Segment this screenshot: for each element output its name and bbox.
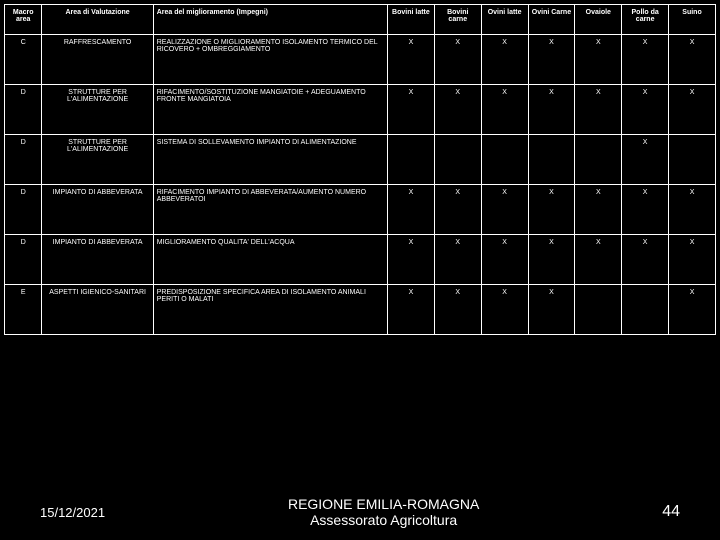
- footer-center: REGIONE EMILIA-ROMAGNA Assessorato Agric…: [105, 496, 662, 528]
- cell-mark: X: [622, 85, 669, 135]
- cell-mark: [481, 135, 528, 185]
- cell-mark: X: [388, 235, 435, 285]
- cell-mark: X: [388, 285, 435, 335]
- cell-mark: X: [669, 85, 716, 135]
- table-row: CRAFFRESCAMENTOREALIZZAZIONE O MIGLIORAM…: [5, 35, 716, 85]
- col-header-impegni: Area del miglioramento (Impegni): [153, 5, 387, 35]
- table-row: DIMPIANTO DI ABBEVERATARIFACIMENTO IMPIA…: [5, 185, 716, 235]
- cell-macro: D: [5, 85, 42, 135]
- cell-mark: X: [575, 85, 622, 135]
- cell-area: STRUTTURE PER L'ALIMENTAZIONE: [42, 135, 153, 185]
- cell-mark: X: [575, 35, 622, 85]
- cell-mark: [575, 285, 622, 335]
- cell-macro: D: [5, 185, 42, 235]
- col-header-ovini-latte: Ovini latte: [481, 5, 528, 35]
- cell-mark: X: [388, 85, 435, 135]
- cell-impegni: RIFACIMENTO IMPIANTO DI ABBEVERATA/AUMEN…: [153, 185, 387, 235]
- cell-mark: X: [528, 185, 575, 235]
- col-header-bovini-carne: Bovini carne: [434, 5, 481, 35]
- col-header-ovini-carne: Ovini Carne: [528, 5, 575, 35]
- cell-impegni: MIGLIORAMENTO QUALITA' DELL'ACQUA: [153, 235, 387, 285]
- cell-mark: X: [575, 185, 622, 235]
- cell-mark: X: [434, 285, 481, 335]
- cell-area: RAFFRESCAMENTO: [42, 35, 153, 85]
- cell-mark: X: [669, 185, 716, 235]
- cell-mark: X: [528, 285, 575, 335]
- cell-mark: X: [528, 35, 575, 85]
- cell-impegni: PREDISPOSIZIONE SPECIFICA AREA DI ISOLAM…: [153, 285, 387, 335]
- col-header-macro: Macro area: [5, 5, 42, 35]
- footer-region: REGIONE EMILIA-ROMAGNA: [288, 496, 479, 512]
- col-header-bovini-latte: Bovini latte: [388, 5, 435, 35]
- col-header-suino: Suino: [669, 5, 716, 35]
- cell-impegni: REALIZZAZIONE O MIGLIORAMENTO ISOLAMENTO…: [153, 35, 387, 85]
- cell-mark: [575, 135, 622, 185]
- cell-mark: X: [434, 85, 481, 135]
- table-row: DSTRUTTURE PER L'ALIMENTAZIONESISTEMA DI…: [5, 135, 716, 185]
- col-header-area: Area di Valutazione: [42, 5, 153, 35]
- cell-mark: X: [669, 235, 716, 285]
- cell-area: STRUTTURE PER L'ALIMENTAZIONE: [42, 85, 153, 135]
- cell-mark: [622, 285, 669, 335]
- cell-mark: X: [575, 235, 622, 285]
- cell-macro: C: [5, 35, 42, 85]
- cell-mark: X: [622, 185, 669, 235]
- cell-mark: X: [388, 185, 435, 235]
- cell-mark: X: [622, 235, 669, 285]
- cell-macro: D: [5, 135, 42, 185]
- footer-date: 15/12/2021: [40, 505, 105, 520]
- cell-mark: X: [528, 235, 575, 285]
- footer-page: 44: [662, 503, 680, 521]
- cell-mark: X: [669, 35, 716, 85]
- cell-mark: X: [622, 135, 669, 185]
- cell-area: IMPIANTO DI ABBEVERATA: [42, 235, 153, 285]
- cell-mark: X: [434, 35, 481, 85]
- cell-mark: X: [481, 85, 528, 135]
- cell-mark: X: [481, 185, 528, 235]
- cell-area: IMPIANTO DI ABBEVERATA: [42, 185, 153, 235]
- cell-macro: E: [5, 285, 42, 335]
- cell-mark: X: [388, 35, 435, 85]
- cell-mark: X: [434, 235, 481, 285]
- cell-mark: [434, 135, 481, 185]
- cell-area: ASPETTI IGIENICO-SANITARI: [42, 285, 153, 335]
- col-header-pollo: Pollo da carne: [622, 5, 669, 35]
- table-row: DIMPIANTO DI ABBEVERATAMIGLIORAMENTO QUA…: [5, 235, 716, 285]
- cell-mark: X: [528, 85, 575, 135]
- cell-mark: X: [481, 235, 528, 285]
- table-row: DSTRUTTURE PER L'ALIMENTAZIONERIFACIMENT…: [5, 85, 716, 135]
- cell-mark: X: [434, 185, 481, 235]
- footer-dept: Assessorato Agricoltura: [310, 512, 457, 528]
- data-table: Macro area Area di Valutazione Area del …: [4, 4, 716, 335]
- cell-mark: X: [481, 285, 528, 335]
- cell-macro: D: [5, 235, 42, 285]
- table-row: EASPETTI IGIENICO-SANITARIPREDISPOSIZION…: [5, 285, 716, 335]
- table-container: Macro area Area di Valutazione Area del …: [0, 0, 720, 339]
- header-row: Macro area Area di Valutazione Area del …: [5, 5, 716, 35]
- cell-impegni: RIFACIMENTO/SOSTITUZIONE MANGIATOIE + AD…: [153, 85, 387, 135]
- footer: 15/12/2021 REGIONE EMILIA-ROMAGNA Assess…: [0, 496, 720, 528]
- cell-mark: [528, 135, 575, 185]
- cell-mark: X: [669, 285, 716, 335]
- cell-mark: X: [481, 35, 528, 85]
- col-header-ovaiole: Ovaiole: [575, 5, 622, 35]
- cell-impegni: SISTEMA DI SOLLEVAMENTO IMPIANTO DI ALIM…: [153, 135, 387, 185]
- cell-mark: X: [622, 35, 669, 85]
- cell-mark: [388, 135, 435, 185]
- cell-mark: [669, 135, 716, 185]
